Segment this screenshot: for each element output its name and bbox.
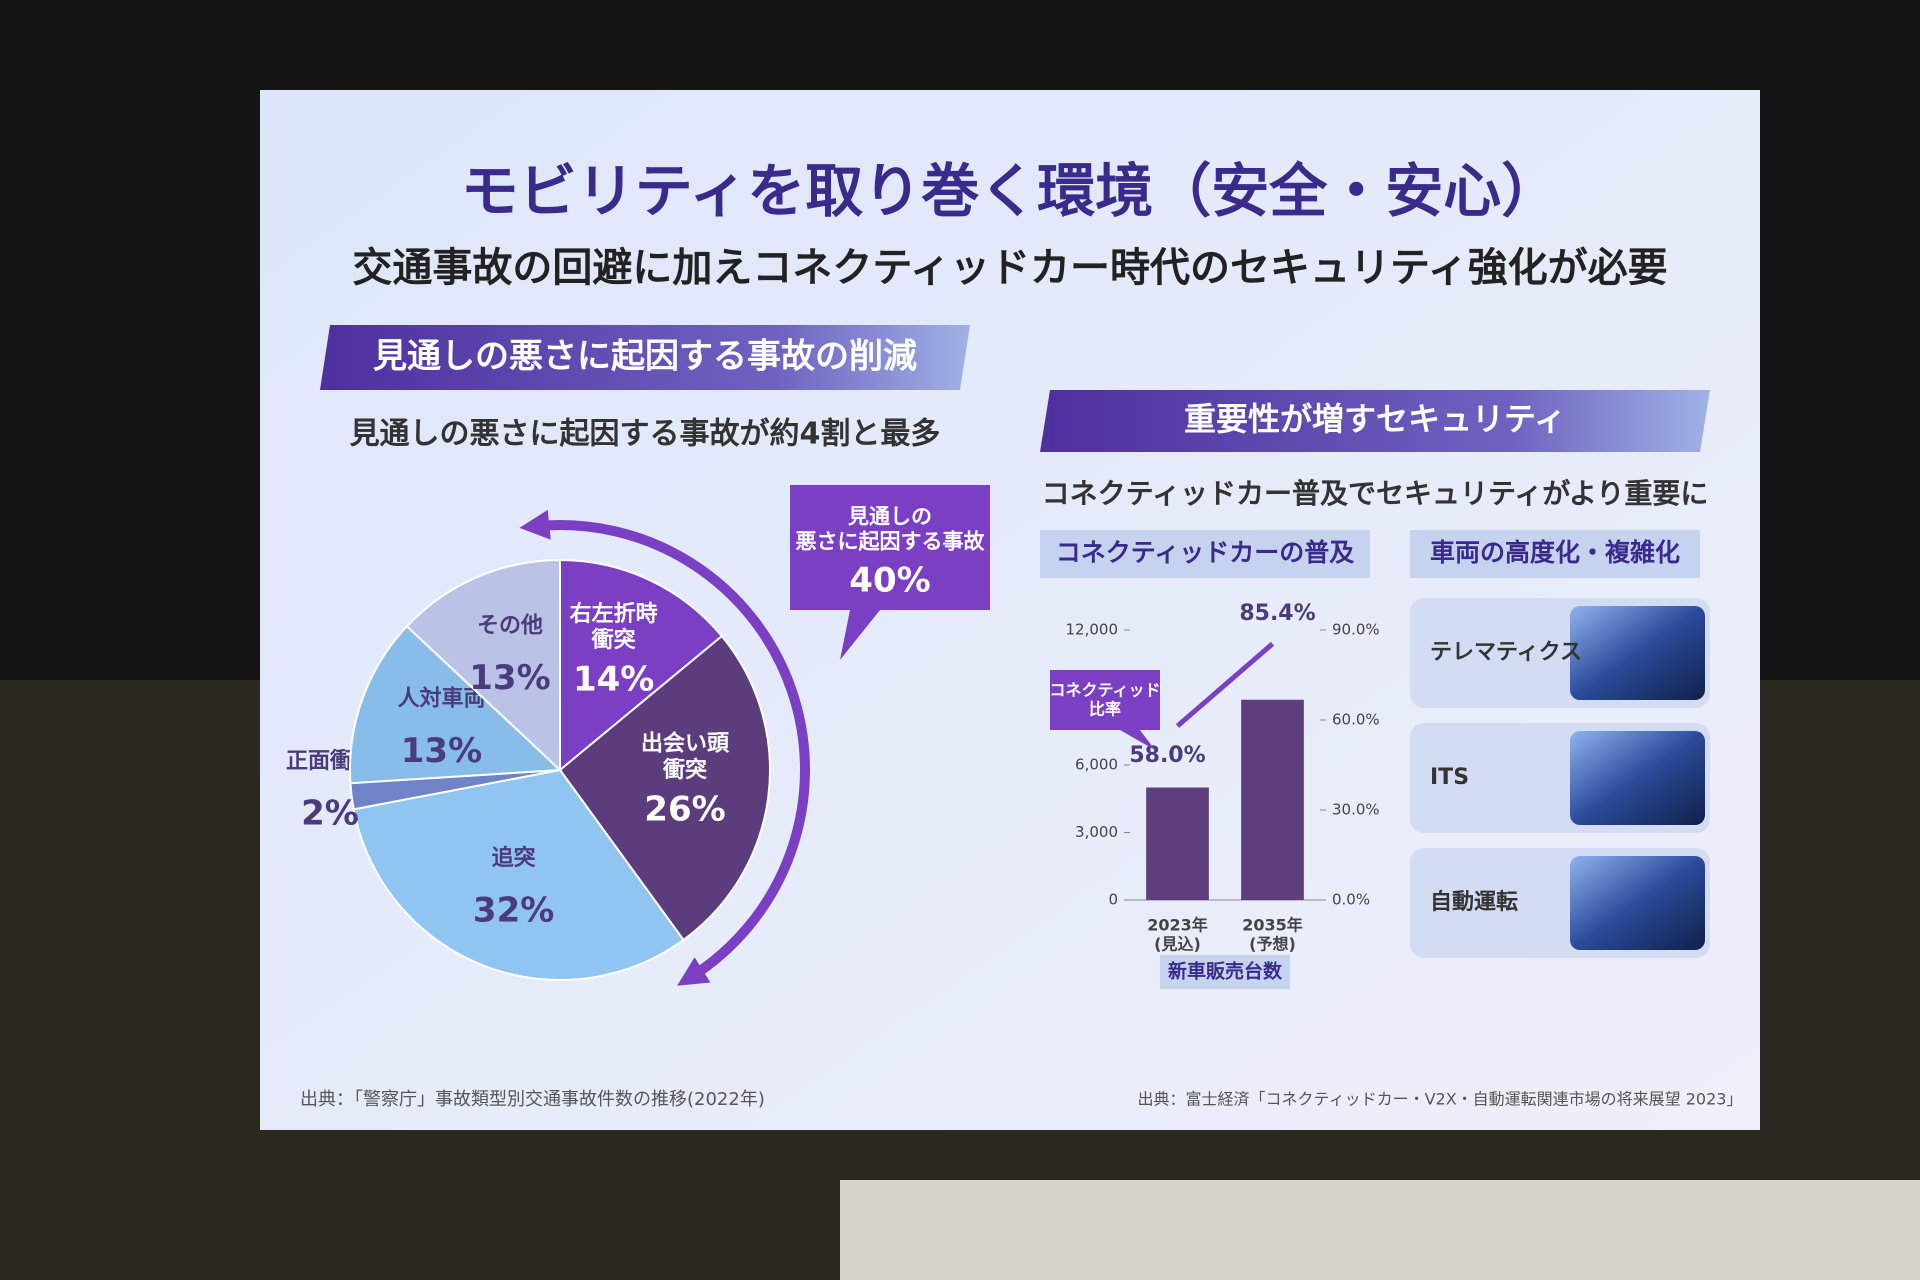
y-tick-label: 6,000 bbox=[1075, 756, 1118, 774]
chart-heading: コネクティッドカーの普及 bbox=[1056, 538, 1355, 567]
title: モビリティを取り巻く環境（安全・安心） bbox=[461, 157, 1560, 225]
panel-heading-box bbox=[1410, 530, 1700, 578]
slide: モビリティを取り巻く環境（安全・安心） 交通事故の回避に加えコネクティッドカー時… bbox=[260, 90, 1760, 1130]
line-value-label: 85.4% bbox=[1239, 601, 1315, 626]
annotation-value: 40% bbox=[849, 561, 930, 601]
left-heading-bar bbox=[320, 325, 970, 390]
panel-item-label: 自動運転 bbox=[1430, 889, 1518, 915]
x-label: 新車販売台数 bbox=[1168, 960, 1283, 983]
annotation-text: 見通しの悪さに起因する事故 bbox=[796, 504, 986, 553]
panel-image bbox=[1570, 731, 1705, 825]
annotation-box bbox=[790, 485, 990, 660]
panel-heading: 車両の高度化・複雑化 bbox=[1430, 538, 1680, 567]
y2-tick-label: 60.0% bbox=[1332, 711, 1380, 729]
y2-tick-label: 90.0% bbox=[1332, 621, 1380, 639]
panel-image bbox=[1570, 856, 1705, 950]
pie-value-label: 26% bbox=[644, 789, 725, 829]
legend-callout bbox=[1050, 670, 1160, 750]
pie-value-label: 13% bbox=[401, 731, 482, 771]
bar bbox=[1146, 787, 1209, 900]
panel-item-label: テレマティクス bbox=[1430, 640, 1582, 665]
chart-heading-box bbox=[1040, 530, 1370, 578]
y-tick-label: 3,000 bbox=[1075, 823, 1118, 841]
y-tick-label: 12,000 bbox=[1066, 621, 1119, 639]
y2-tick-label: 0.0% bbox=[1332, 891, 1370, 909]
panel-image bbox=[1570, 606, 1705, 700]
y2-tick-label: 30.0% bbox=[1332, 801, 1380, 819]
pie-label: 追突 bbox=[492, 845, 536, 871]
y-tick-label: 0 bbox=[1108, 891, 1118, 909]
bar bbox=[1241, 699, 1304, 900]
x-tick-label: 2023年(見込) bbox=[1147, 915, 1208, 953]
right-lead: コネクティッドカー普及でセキュリティがより重要に bbox=[1042, 477, 1709, 510]
right-heading: 重要性が増すセキュリティ bbox=[1184, 400, 1566, 438]
pie-value-label: 32% bbox=[473, 891, 554, 931]
left-heading: 見通しの悪さに起因する事故の削減 bbox=[373, 337, 917, 377]
desk bbox=[840, 1180, 1920, 1280]
pie-value-label: 2% bbox=[301, 794, 359, 834]
pie-value-label: 14% bbox=[573, 659, 654, 699]
pie-value-label: 13% bbox=[469, 658, 550, 698]
left-lead: 見通しの悪さに起因する事故が約4割と最多 bbox=[350, 417, 941, 452]
line bbox=[1175, 641, 1275, 728]
pie-label: その他 bbox=[477, 613, 543, 638]
line-value-label: 58.0% bbox=[1129, 743, 1205, 768]
left-source: 出典：「警察庁」事故類型別交通事故件数の推移(2022年) bbox=[300, 1089, 765, 1110]
annotation-arrow bbox=[519, 509, 810, 986]
right-heading-bar bbox=[1040, 390, 1710, 452]
x-label-box bbox=[1160, 955, 1290, 989]
x-tick-label: 2035年(予想) bbox=[1242, 915, 1303, 953]
right-source: 出典：富士経済「コネクティッドカー・V2X・自動運転関連市場の将来展望 2023… bbox=[1138, 1090, 1743, 1109]
panel-item-label: ITS bbox=[1430, 765, 1469, 790]
pie-label: 人対車両 bbox=[397, 686, 485, 711]
legend-label: コネクティッド比率 bbox=[1049, 680, 1160, 718]
pie-slice bbox=[349, 624, 563, 785]
subtitle: 交通事故の回避に加えコネクティッドカー時代のセキュリティ強化が必要 bbox=[352, 245, 1667, 291]
